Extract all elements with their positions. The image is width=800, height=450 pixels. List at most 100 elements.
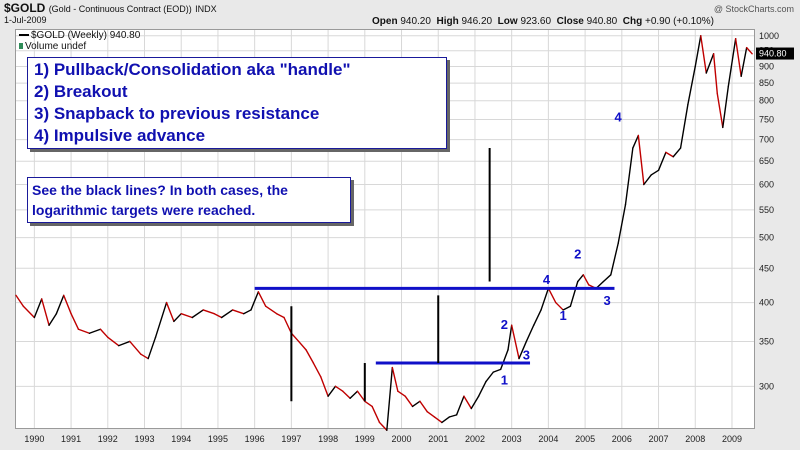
series-segment [705, 53, 715, 74]
volume-swatch [19, 43, 23, 50]
target-lines [290, 148, 491, 402]
series-segment [582, 274, 590, 286]
series-segment [470, 395, 480, 410]
series-segment [518, 340, 528, 360]
series-segment [70, 312, 80, 330]
series-segment [650, 169, 660, 176]
series-segment [312, 362, 322, 378]
x-tick-label: 1990 [24, 434, 44, 444]
series-segment [665, 151, 674, 158]
symbol-description: (Gold - Continuous Contract (EOD)) [48, 4, 192, 14]
y-axis: 1000950900850800750700650600550500450400… [759, 31, 779, 392]
high-label: High [436, 16, 459, 27]
series-segment [617, 203, 627, 245]
series-segment [657, 151, 667, 171]
series-segment [154, 301, 168, 339]
series-segment [305, 349, 315, 364]
x-tick-label: 2004 [538, 434, 558, 444]
series-segment [510, 324, 520, 360]
series-segment [378, 421, 388, 431]
series-segment [492, 368, 502, 373]
series-segment [624, 147, 634, 206]
series-segment [55, 294, 65, 315]
open-value: 940.20 [400, 16, 431, 27]
series-segment [231, 309, 245, 315]
series-segment [99, 328, 109, 339]
series-segment [327, 385, 337, 397]
series-segment [712, 53, 718, 95]
series-segment [386, 366, 394, 431]
series-segment [540, 287, 550, 311]
series-segment [334, 385, 344, 392]
series-segment [722, 85, 729, 129]
y-tick-label: 450 [759, 263, 774, 273]
series-segment [727, 37, 737, 88]
series-segment [107, 336, 120, 347]
series-segment [555, 301, 564, 311]
x-tick-label: 1994 [171, 434, 191, 444]
x-tick-label: 2008 [685, 434, 705, 444]
x-tick-label: 2001 [428, 434, 448, 444]
wave-number: 4 [543, 272, 551, 287]
y-tick-label: 900 [759, 61, 774, 71]
chart-title: $GOLD (Gold - Continuous Contract (EOD))… [4, 1, 217, 15]
ohlc-readout: Open 940.20 High 946.20 Low 923.60 Close… [372, 16, 714, 27]
step-3: 3) Snapback to previous resistance [34, 104, 320, 123]
series-segment [734, 37, 742, 78]
series-segment [419, 400, 428, 413]
series-segment [448, 414, 458, 418]
chart-date: 1-Jul-2009 [4, 15, 47, 25]
series-segment [485, 371, 495, 383]
series-segment [391, 366, 399, 392]
series-segment [463, 395, 472, 410]
resistance-lines [254, 286, 615, 365]
series-segment [700, 35, 707, 74]
open-label: Open [372, 16, 398, 27]
x-tick-label: 1996 [245, 434, 265, 444]
x-tick-label: 2007 [649, 434, 669, 444]
series-segment [602, 274, 612, 283]
series-segment [577, 274, 584, 283]
wave-number: 1 [559, 308, 566, 323]
series-segment [716, 92, 724, 129]
series-segment [15, 294, 25, 307]
series-segment [349, 390, 359, 399]
series-segment [499, 349, 509, 371]
x-tick-label: 2005 [575, 434, 595, 444]
y-tick-label: 650 [759, 156, 774, 166]
series-segment [320, 376, 329, 397]
series-segment [672, 147, 682, 158]
step-1: 1) Pullback/Consolidation aka "handle" [34, 60, 351, 79]
series-segment [48, 312, 58, 326]
series-segment [242, 309, 252, 315]
series-segment [264, 305, 278, 315]
pattern-steps-note: 1) Pullback/Consolidation aka "handle" 2… [27, 57, 447, 149]
series-segment [525, 324, 535, 343]
series-segment [740, 46, 748, 78]
y-tick-label: 850 [759, 78, 774, 88]
y-tick-label: 550 [759, 205, 774, 215]
series-segment [643, 174, 652, 186]
series-segment [202, 309, 215, 315]
x-tick-label: 2006 [612, 434, 632, 444]
close-label: Close [556, 16, 584, 27]
series-segment [637, 134, 645, 186]
legend-volume: Volume undef [19, 41, 140, 52]
last-value-marker: 940.80 [756, 47, 794, 60]
series-segment [129, 340, 142, 355]
series-segment [191, 309, 204, 319]
x-axis: 1990 1991 1992 1993 1994 1995 1996 1997 1998 1999… [24, 434, 742, 444]
gold-series [15, 35, 753, 431]
y-tick-label: 700 [759, 135, 774, 145]
series-segment [275, 312, 285, 319]
series-segment [213, 312, 223, 319]
series-segment [250, 291, 260, 311]
series-segment [371, 405, 381, 424]
legend-series: $GOLD (Weekly) 940.80 [19, 30, 140, 41]
series-segment [118, 340, 131, 347]
series-segment [687, 65, 696, 106]
chg-label: Chg [622, 16, 643, 27]
step-4: 4) Impulsive advance [34, 126, 206, 145]
